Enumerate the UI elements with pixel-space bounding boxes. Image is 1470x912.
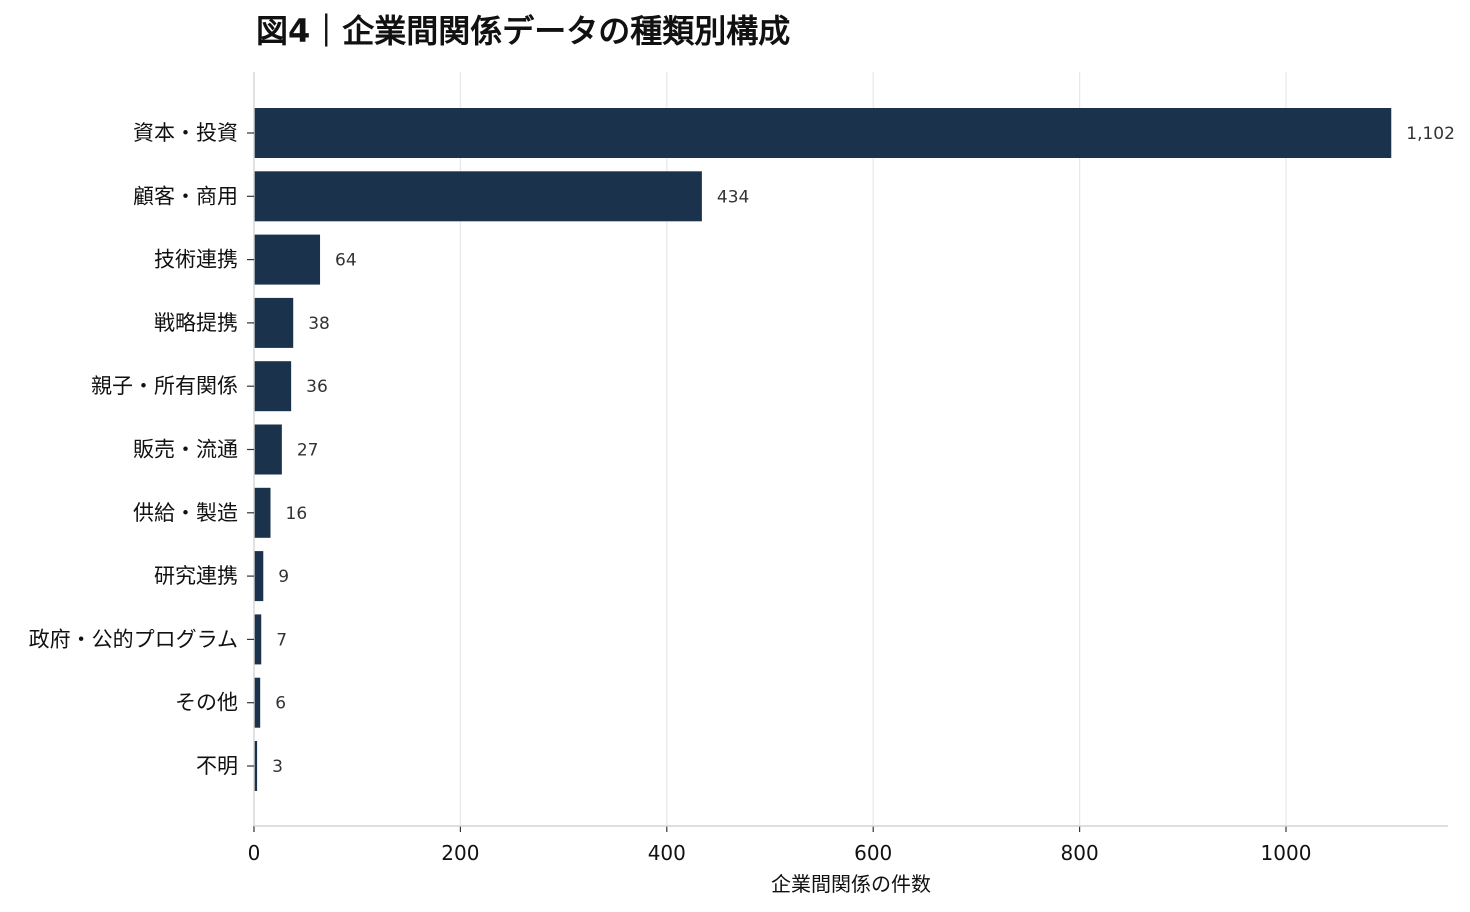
x-tick-label: 800 [1061,841,1099,865]
value-label: 9 [278,567,289,587]
category-label: 供給・製造 [133,501,238,525]
bar [254,171,702,222]
value-label: 38 [308,314,330,334]
category-label: 研究連携 [154,564,238,588]
category-label: その他 [175,691,238,715]
x-tick-label: 200 [441,841,479,865]
category-label: 販売・流通 [133,438,238,462]
bar [254,108,1392,158]
value-label: 64 [335,251,357,271]
bar [254,741,258,791]
value-label: 434 [717,187,749,207]
bar [254,551,264,602]
value-label: 7 [276,630,287,650]
chart-title: 図4｜企業間関係データの種類別構成 [256,12,791,50]
bar [254,677,261,728]
value-label: 1,102 [1406,124,1455,144]
value-label: 16 [286,504,308,524]
category-label: 親子・所有関係 [91,374,238,398]
category-label: 戦略提携 [154,311,238,335]
axis-layer [247,72,1448,832]
bar [254,361,292,412]
value-label: 36 [306,377,328,397]
bar [254,297,294,348]
x-tick-label: 1000 [1261,841,1312,865]
bar [254,234,321,285]
bar [254,424,282,475]
category-label: 政府・公的プログラム [29,627,238,651]
category-label: 不明 [196,754,238,778]
x-axis-title: 企業間関係の件数 [771,872,931,896]
category-label: 顧客・商用 [133,184,238,208]
x-tick-label: 400 [648,841,686,865]
label-layer: 0 200 400 600 800 1000 資本・投資 1,102 顧客・商用 434 技術連携 6… [29,121,1455,865]
value-label: 6 [275,694,286,714]
bar-layer [254,108,1392,791]
bar [254,487,271,538]
value-label: 3 [272,757,283,777]
x-tick-label: 0 [248,841,261,865]
value-label: 27 [297,441,319,461]
bar [254,614,262,665]
category-label: 技術連携 [154,248,238,272]
x-tick-label: 600 [854,841,892,865]
category-label: 資本・投資 [133,121,238,145]
